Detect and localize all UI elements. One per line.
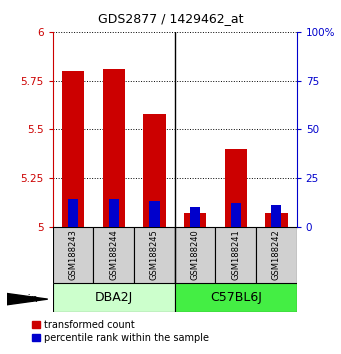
Bar — [224, 149, 247, 227]
Text: GSM188245: GSM188245 — [150, 229, 159, 280]
Bar — [68, 199, 78, 227]
Bar — [53, 227, 93, 283]
Bar — [93, 227, 134, 283]
Bar — [184, 213, 206, 227]
Text: GSM188243: GSM188243 — [69, 229, 78, 280]
Bar — [53, 283, 175, 312]
Bar — [216, 227, 256, 283]
Text: GSM188241: GSM188241 — [231, 229, 240, 280]
Text: GSM188242: GSM188242 — [272, 229, 281, 280]
Bar — [149, 201, 160, 227]
Text: GDS2877 / 1429462_at: GDS2877 / 1429462_at — [98, 12, 243, 25]
Bar — [265, 213, 287, 227]
Text: C57BL6J: C57BL6J — [210, 291, 262, 304]
Polygon shape — [7, 293, 48, 305]
Text: GSM188240: GSM188240 — [191, 229, 199, 280]
Bar — [175, 227, 216, 283]
Bar — [190, 207, 200, 227]
Bar — [175, 283, 297, 312]
Bar — [271, 205, 281, 227]
Bar — [143, 114, 166, 227]
Text: GSM188244: GSM188244 — [109, 229, 118, 280]
Bar — [62, 71, 84, 227]
Bar — [103, 69, 125, 227]
Bar — [231, 203, 241, 227]
Bar — [256, 227, 297, 283]
Legend: transformed count, percentile rank within the sample: transformed count, percentile rank withi… — [32, 320, 209, 343]
Text: DBA2J: DBA2J — [95, 291, 133, 304]
Bar — [109, 199, 119, 227]
Bar — [134, 227, 175, 283]
Text: strain: strain — [7, 294, 39, 304]
